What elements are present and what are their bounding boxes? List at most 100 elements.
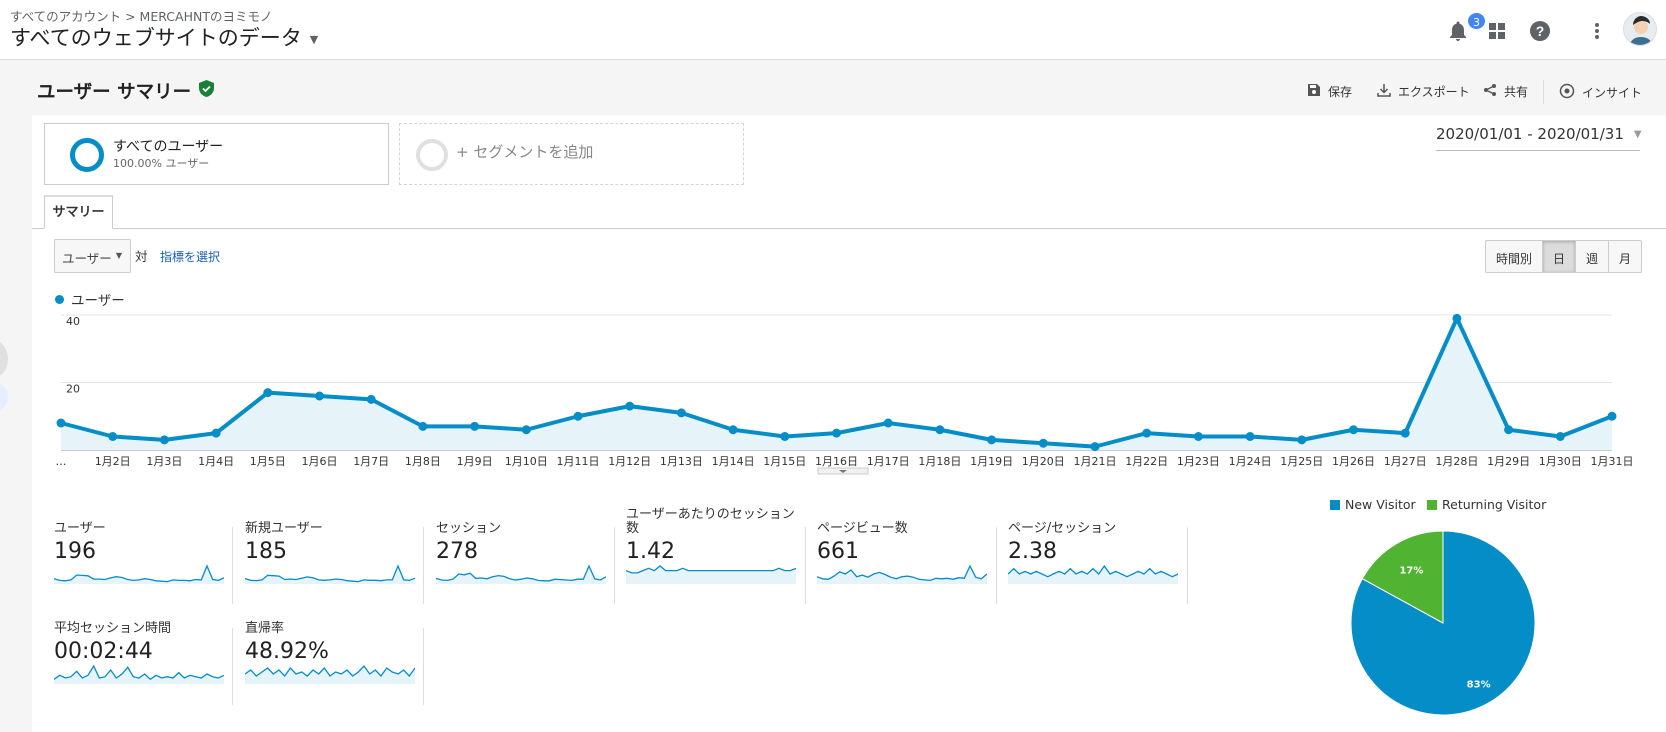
data-point[interactable] [1142, 428, 1152, 438]
data-point[interactable] [832, 428, 841, 438]
sparkline [626, 565, 796, 584]
help-icon[interactable]: ? [1527, 18, 1553, 44]
data-point[interactable] [780, 432, 790, 441]
data-point[interactable] [1452, 313, 1462, 323]
sparkline [1008, 564, 1178, 584]
segment-all-users[interactable]: すべてのユーザー 100.00% ユーザー [44, 123, 389, 185]
data-point[interactable] [211, 428, 221, 438]
data-point[interactable] [1349, 425, 1358, 435]
sparkline-line [626, 565, 796, 574]
x-tick-label: 1月29日 [1487, 455, 1530, 468]
metric-value: 196 [54, 539, 96, 564]
more-vert-icon[interactable] [1584, 18, 1610, 44]
metric-select[interactable]: ユーザー ▼ [54, 239, 131, 273]
granularity-hourly[interactable]: 時間別 [1486, 241, 1544, 272]
select-metric-link[interactable]: 指標を選択 [160, 250, 221, 264]
data-point[interactable] [573, 411, 583, 421]
data-point[interactable] [1555, 432, 1565, 441]
insight-button[interactable]: インサイト [1559, 83, 1642, 102]
avatar[interactable] [1623, 12, 1657, 46]
users-line-chart: 20 40 … 1月2日 1月3日 1月4日 1月5日 1月6日 1月7日 1月8日 1月9日 1月1… [56, 313, 1634, 475]
apps-grid-icon[interactable] [1484, 18, 1510, 44]
legend-label: New Visitor [1345, 497, 1416, 512]
data-point[interactable] [263, 388, 273, 398]
add-segment-button[interactable]: + セグメントを追加 [399, 123, 744, 185]
metric-tile[interactable]: ユーザーあたりのセッション数 1.42 [626, 508, 796, 584]
x-tick-label: 1月11日 [557, 455, 600, 468]
tile-separator [232, 628, 233, 705]
chart-legend: ユーザー [55, 289, 125, 309]
x-tick-label: 1月21日 [1074, 455, 1117, 468]
data-point[interactable] [418, 421, 428, 431]
x-tick-label: 1月3日 [146, 455, 182, 468]
export-button[interactable]: エクスポート [1377, 83, 1470, 100]
data-point[interactable] [1193, 432, 1203, 441]
sparkline [817, 564, 987, 584]
metric-tile[interactable]: ページビュー数 661 [817, 508, 987, 584]
pie-slice[interactable] [1361, 530, 1444, 624]
sparkline-area [1008, 566, 1178, 584]
svg-text:?: ? [1536, 23, 1545, 39]
account-selector[interactable]: すべてのウェブサイトのデータ ▼ [10, 22, 318, 52]
data-point[interactable] [728, 425, 738, 435]
toolbar-divider [1543, 80, 1544, 104]
metric-tile[interactable]: 平均セッション時間 00:02:44 [54, 608, 224, 684]
data-point[interactable] [1038, 438, 1048, 448]
data-point[interactable] [1297, 435, 1307, 445]
tab-summary[interactable]: サマリー [44, 195, 113, 229]
data-point[interactable] [1607, 411, 1617, 421]
metric-value: 48.92% [245, 639, 329, 664]
data-point[interactable] [56, 418, 66, 428]
page-title: ユーザー サマリー [37, 78, 215, 104]
data-point[interactable] [935, 425, 945, 435]
data-point[interactable] [159, 435, 169, 445]
breadcrumb[interactable]: すべてのアカウント > MERCAHNTのヨミモノ [10, 9, 273, 24]
x-tick-label: 1月6日 [302, 455, 338, 468]
legend-swatch [1427, 499, 1437, 510]
save-button[interactable]: 保存 [1307, 83, 1352, 100]
insight-label: インサイト [1582, 86, 1643, 100]
data-point[interactable] [1245, 432, 1255, 441]
data-point[interactable] [676, 408, 686, 418]
data-point[interactable] [625, 401, 635, 411]
data-point[interactable] [315, 391, 324, 401]
date-range-picker[interactable]: 2020/01/01 - 2020/01/31 ▼ [1436, 125, 1642, 143]
y-tick-label: 20 [66, 383, 80, 396]
metric-tile[interactable]: ページ/セッション 2.38 [1008, 508, 1178, 584]
x-tick-label: 1月2日 [95, 455, 131, 468]
tile-separator [423, 628, 424, 705]
data-point[interactable] [470, 421, 480, 431]
metric-tile[interactable]: 新規ユーザー 185 [245, 508, 415, 584]
data-point[interactable] [366, 394, 376, 404]
granularity-week[interactable]: 週 [1576, 241, 1610, 272]
granularity-month[interactable]: 月 [1619, 252, 1632, 266]
data-point[interactable] [1400, 428, 1410, 438]
data-point[interactable] [883, 418, 893, 428]
x-tick-label: 1月19日 [970, 455, 1013, 468]
metric-tile[interactable]: ユーザー 196 [54, 508, 224, 584]
rail-button[interactable] [0, 382, 8, 412]
empty-segment-ring-icon [416, 139, 448, 171]
data-point[interactable] [1504, 425, 1514, 435]
data-point[interactable] [987, 435, 997, 445]
save-icon [1307, 83, 1321, 100]
bell-icon[interactable] [1445, 18, 1471, 44]
granularity-day[interactable]: 日 [1543, 241, 1577, 272]
metric-tile[interactable]: セッション 278 [436, 508, 606, 584]
rail-button[interactable] [0, 340, 8, 378]
share-button[interactable]: 共有 [1483, 83, 1528, 100]
data-point[interactable] [521, 425, 531, 435]
data-point[interactable] [1090, 442, 1100, 452]
versus-label: 対 [135, 249, 148, 264]
x-tick-label: 1月27日 [1384, 455, 1427, 468]
sparkline [245, 664, 415, 684]
x-tick-label: 1月23日 [1177, 455, 1220, 468]
share-icon [1483, 83, 1497, 100]
metric-tile[interactable]: 直帰率 48.92% [245, 608, 415, 684]
x-tick-label: 1月24日 [1229, 455, 1272, 468]
sparkline-area [245, 666, 415, 684]
data-point[interactable] [108, 432, 118, 441]
notification-badge: 3 [1466, 11, 1487, 31]
x-tick-label: 1月4日 [198, 455, 234, 468]
tile-separator [1187, 527, 1188, 604]
